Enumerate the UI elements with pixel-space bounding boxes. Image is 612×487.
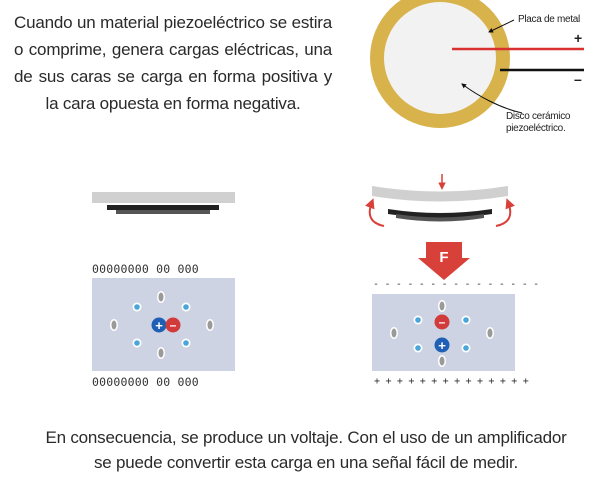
conclusion-paragraph: En consecuencia, se produce un voltaje. … (0, 425, 612, 475)
metal-plate-pointer (488, 19, 515, 33)
svg-text:+: + (438, 338, 446, 353)
charge-positive (151, 317, 167, 333)
svg-text:+: + (155, 318, 163, 333)
charge-positive (434, 337, 450, 353)
negative-terminal-label: – (574, 71, 582, 87)
charge-negative (434, 314, 450, 330)
ceramic-disc (384, 2, 496, 114)
lattice-neutral: + – (92, 278, 235, 371)
charge-negative (165, 317, 181, 333)
svg-text:–: – (170, 318, 177, 332)
bend-arrow-left (365, 198, 385, 227)
ceramic-disc-label-line2: piezoeléctrico. (506, 123, 566, 134)
force-arrow: F (418, 242, 470, 280)
conclusion-line-2: se puede convertir esta carga en una señ… (93, 453, 519, 472)
lattice-polarized: – + (372, 294, 515, 371)
plate-compressed (365, 174, 515, 227)
plate-at-rest (92, 192, 235, 214)
ceramic-disc-label-line1: Disco cerámico (506, 111, 571, 122)
svg-text:–: – (439, 315, 446, 329)
intro-paragraph: Cuando un material piezoeléctrico se est… (14, 13, 332, 113)
ceramic-pointer (461, 83, 523, 114)
metal-plate-label: Placa de metal (518, 14, 580, 25)
conclusion-line-1: En consecuencia, se produce un voltaje. … (45, 428, 567, 447)
piezo-disc (370, 0, 584, 128)
compressed-top-charges: - - - - - - - - - - - - - - - (373, 279, 539, 290)
force-label: F (439, 249, 448, 266)
rest-bottom-charges: 00000000 00 000 (92, 375, 199, 389)
rest-top-charges: 00000000 00 000 (92, 262, 199, 276)
compressed-bottom-charges: + + + + + + + + + + + + + + (374, 376, 529, 387)
positive-terminal-label: + (574, 30, 582, 46)
bend-arrow-right (495, 198, 515, 227)
